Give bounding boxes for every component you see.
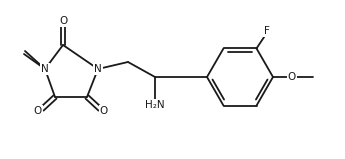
Text: O: O	[59, 16, 67, 26]
Text: O: O	[288, 72, 296, 82]
Text: O: O	[100, 106, 108, 116]
Text: O: O	[34, 106, 42, 116]
Text: N: N	[94, 64, 102, 74]
Text: H₂N: H₂N	[145, 100, 165, 110]
Text: N: N	[41, 64, 49, 74]
Text: F: F	[264, 26, 269, 36]
